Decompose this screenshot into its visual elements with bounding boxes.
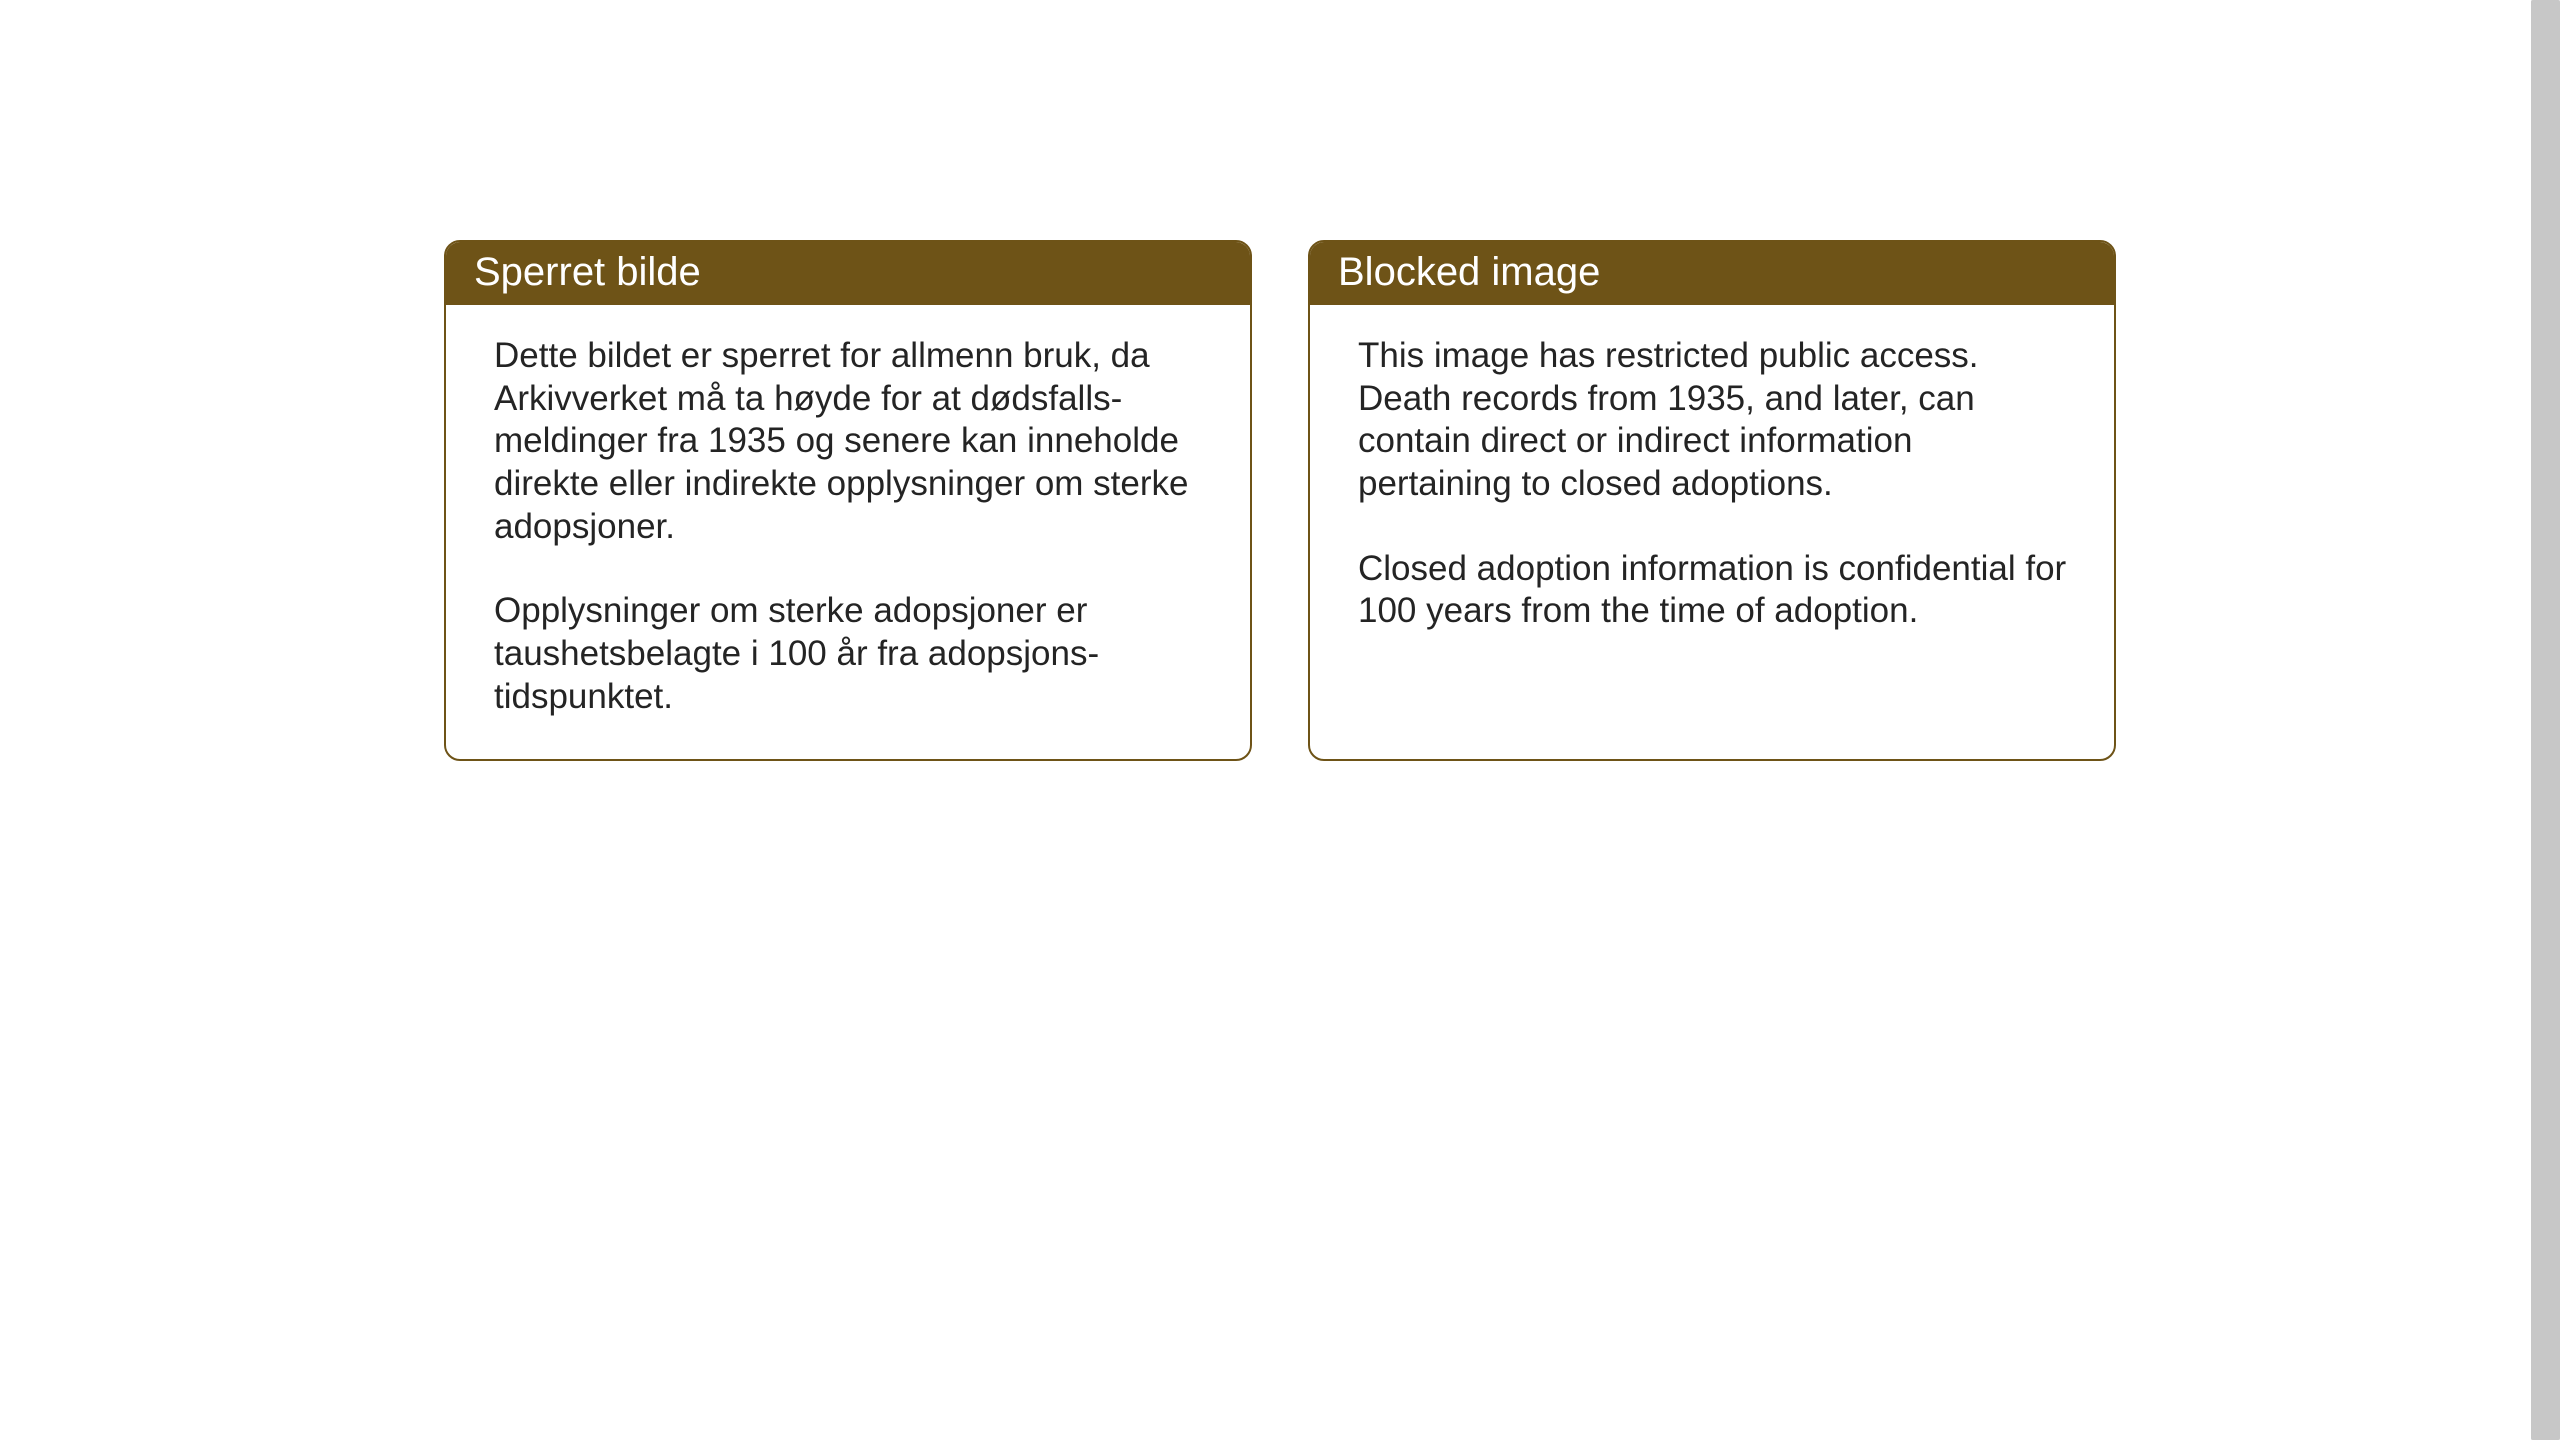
card-body-norwegian: Dette bildet er sperret for allmenn bruk… <box>446 305 1250 759</box>
notice-card-english: Blocked image This image has restricted … <box>1308 240 2116 761</box>
notice-card-norwegian: Sperret bilde Dette bildet er sperret fo… <box>444 240 1252 761</box>
card-title-norwegian: Sperret bilde <box>474 250 701 294</box>
card-header-english: Blocked image <box>1310 242 2114 305</box>
card-header-norwegian: Sperret bilde <box>446 242 1250 305</box>
scrollbar-track[interactable] <box>2531 0 2560 1440</box>
scrollbar-thumb[interactable] <box>2531 0 2560 1440</box>
card-title-english: Blocked image <box>1338 250 1600 294</box>
card-paragraph-2-english: Closed adoption information is confident… <box>1358 548 2074 633</box>
card-paragraph-1-norwegian: Dette bildet er sperret for allmenn bruk… <box>494 335 1210 548</box>
card-body-english: This image has restricted public access.… <box>1310 305 2114 673</box>
card-paragraph-1-english: This image has restricted public access.… <box>1358 335 2074 506</box>
notice-cards-container: Sperret bilde Dette bildet er sperret fo… <box>0 0 2560 761</box>
card-paragraph-2-norwegian: Opplysninger om sterke adopsjoner er tau… <box>494 590 1210 718</box>
